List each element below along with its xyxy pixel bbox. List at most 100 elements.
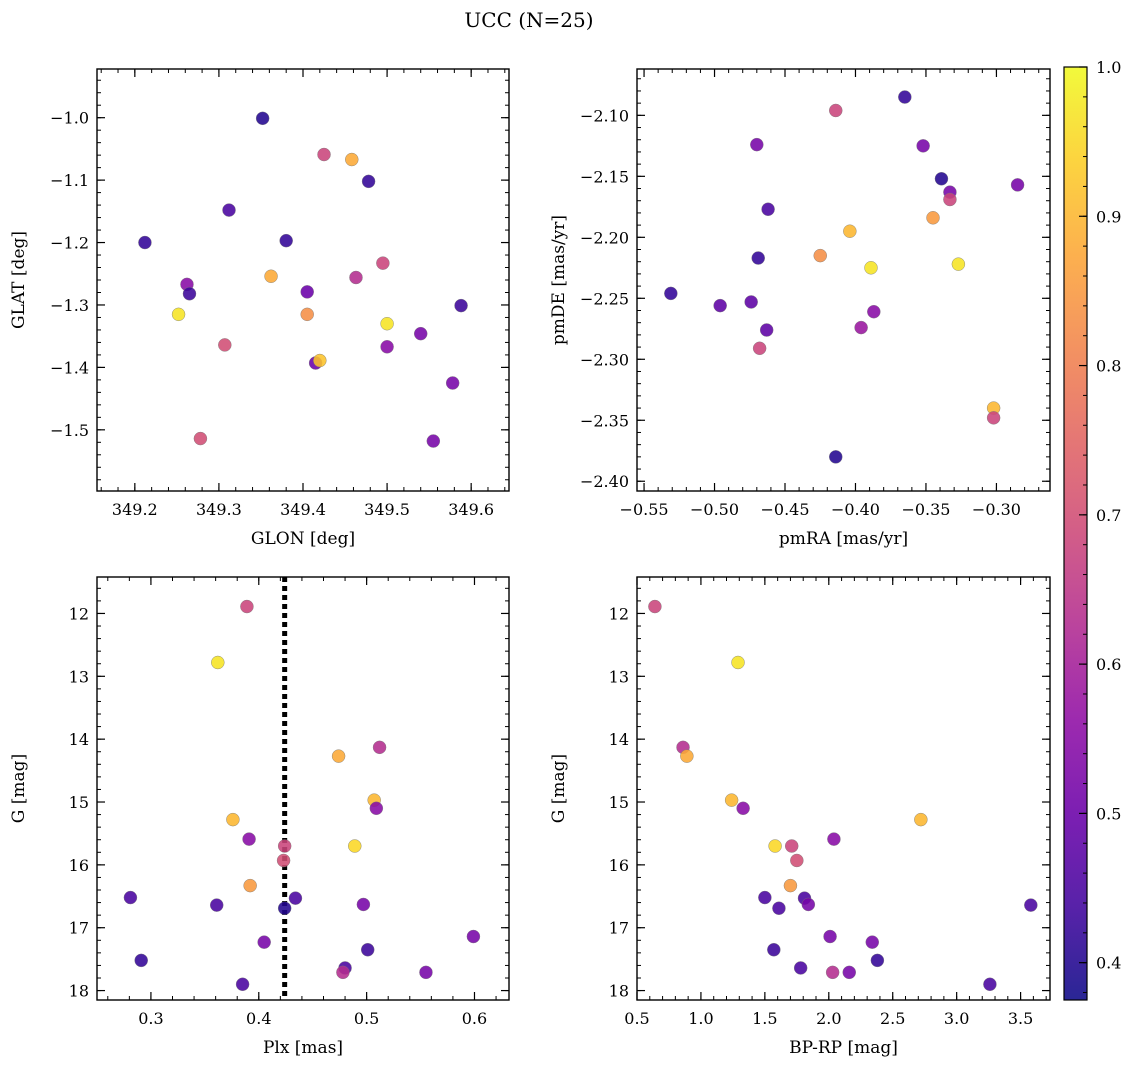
scatter-point [264, 269, 278, 283]
scatter-point [218, 338, 232, 352]
x-tick-label: 349.5 [364, 500, 410, 519]
y-tick-label: −2.30 [580, 350, 629, 369]
scatter-point [348, 839, 362, 853]
scatter-point [171, 307, 186, 322]
x-tick-label: 3.0 [944, 1009, 969, 1028]
scatter-point [243, 878, 257, 893]
x-tick-label: −0.30 [972, 500, 1021, 519]
scatter-point [951, 257, 966, 271]
scatter-point [934, 172, 949, 186]
scatter-point [445, 376, 460, 390]
scatter-point [823, 929, 837, 944]
y-tick-label: 15 [609, 793, 629, 812]
scatter-point [842, 965, 856, 980]
scatter-point [768, 839, 782, 853]
scatter-point [226, 812, 240, 827]
y-tick-label: 15 [69, 793, 89, 812]
scatter-point [758, 890, 772, 905]
panel-bprp-g: 0.5 1.0 1.5 2.0 2.5 3.0 3.5 12 13 14 15 16 17 18 BP-RP… [549, 576, 1051, 1058]
colorbar-tick-label: 1.0 [1096, 58, 1121, 77]
figure-title: UCC (N=25) [464, 8, 593, 32]
scatter-point [242, 832, 256, 846]
y-tick-label: −1.1 [50, 171, 89, 190]
x-tick-label: −0.50 [690, 500, 739, 519]
scatter-point [372, 740, 387, 755]
y-tick-label: −1.5 [50, 421, 89, 440]
plot-area [637, 577, 1050, 1000]
scatter-point [277, 839, 292, 853]
y-axis-label: GLAT [deg] [9, 231, 29, 329]
scatter-point [916, 139, 930, 153]
x-tick-label: 0.3 [138, 1009, 163, 1028]
x-tick-label: 0.4 [246, 1009, 271, 1028]
scatter-point [761, 202, 775, 216]
scatter-point [713, 298, 727, 313]
scatter-point [943, 192, 957, 207]
scatter-point [257, 935, 271, 949]
scatter-point [1010, 178, 1025, 192]
scatter-point [454, 298, 468, 313]
scatter-points [664, 90, 1025, 464]
colorbar-tick-label: 0.4 [1096, 954, 1121, 973]
colorbar-tick-label: 0.7 [1096, 506, 1121, 525]
x-tick-label: 2.0 [816, 1009, 841, 1028]
scatter-point [751, 251, 765, 265]
y-tick-label: −2.15 [580, 167, 629, 186]
scatter-point [724, 793, 739, 807]
scatter-point [790, 853, 804, 868]
x-tick-label: −0.55 [620, 500, 669, 519]
scatter-point [419, 965, 433, 980]
x-tick-label: 1.0 [688, 1009, 713, 1028]
scatter-point [793, 961, 808, 975]
scatter-point [1024, 898, 1038, 912]
scatter-point [123, 890, 138, 905]
x-tick-label: 2.5 [880, 1009, 905, 1028]
scatter-point [361, 943, 375, 957]
y-tick-label: −2.35 [580, 411, 629, 430]
y-tick-label: −1.2 [50, 234, 89, 253]
scatter-point [255, 111, 270, 126]
scatter-point [279, 233, 293, 248]
panel-pmra-pmde: −0.55 −0.50 −0.45 −0.40 −0.35 −0.30 −2.10 −2.15… [549, 68, 1051, 549]
x-axis-label: BP-RP [mag] [789, 1038, 898, 1058]
panel-plx-g: 0.3 0.4 0.5 0.6 12 13 14 15 16 17 18 Plx [mas] G [ma… [9, 576, 510, 1058]
scatter-point [414, 326, 428, 341]
y-tick-label: 16 [69, 856, 89, 875]
scatter-point [914, 812, 928, 827]
scatter-point [829, 450, 843, 464]
y-tick-label: 18 [609, 982, 629, 1001]
colorbar-bar [1063, 66, 1088, 1001]
scatter-point [870, 953, 885, 968]
scatter-point [345, 152, 359, 167]
scatter-point [731, 655, 745, 670]
y-tick-label: 14 [609, 730, 629, 749]
y-axis-label: G [mag] [9, 754, 29, 823]
scatter-point [426, 434, 441, 448]
scatter-points [123, 599, 481, 991]
scatter-point [222, 203, 236, 217]
scatter-point [277, 901, 292, 915]
scatter-point [376, 256, 390, 270]
scatter-point [336, 965, 350, 980]
scatter-point [736, 801, 750, 815]
scatter-point [380, 340, 394, 354]
y-tick-label: 16 [609, 856, 629, 875]
scatter-point [182, 287, 197, 301]
scatter-point [210, 898, 224, 912]
plot-area [97, 69, 509, 491]
colorbar-tick-label: 0.9 [1096, 207, 1121, 226]
y-tick-label: 17 [69, 919, 89, 938]
x-tick-label: 349.6 [448, 500, 494, 519]
axes-frame [636, 68, 1051, 492]
x-tick-label: 0.5 [354, 1009, 379, 1028]
scatter-point [349, 270, 363, 285]
scatter-point [825, 965, 840, 980]
scatter-point [864, 261, 878, 275]
scatter-point [772, 901, 786, 915]
y-tick-label: 18 [69, 982, 89, 1001]
scatter-point [767, 943, 781, 957]
y-axis-label: pmDE [mas/yr] [549, 215, 569, 345]
scatter-point [288, 891, 303, 905]
